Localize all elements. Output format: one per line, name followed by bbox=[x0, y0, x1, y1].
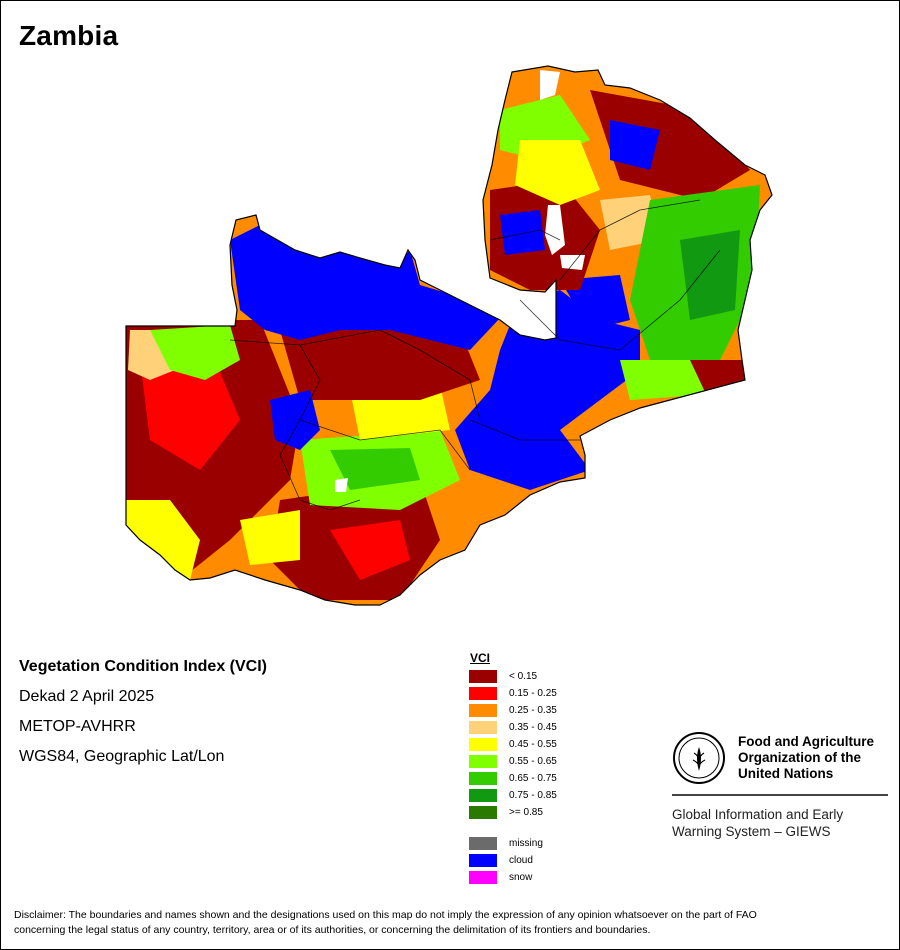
legend-item: 0.55 - 0.65 bbox=[469, 753, 557, 770]
legend-swatch bbox=[469, 854, 497, 867]
fao-divider bbox=[672, 794, 888, 796]
legend-item: 0.15 - 0.25 bbox=[469, 685, 557, 702]
legend-label: 0.15 - 0.25 bbox=[509, 688, 557, 699]
legend-swatch bbox=[469, 871, 497, 884]
giews-name: Global Information and Early Warning Sys… bbox=[672, 807, 844, 839]
legend-swatch bbox=[469, 687, 497, 700]
legend-swatch bbox=[469, 738, 497, 751]
legend: VCI < 0.15 0.15 - 0.25 0.25 - 0.35 0.35 - 0… bbox=[469, 651, 557, 886]
province-boundaries bbox=[229, 199, 721, 511]
fao-emblem-icon bbox=[673, 732, 725, 784]
legend-swatch bbox=[469, 772, 497, 785]
legend-label: 0.75 - 0.85 bbox=[509, 790, 557, 801]
legend-label: 0.35 - 0.45 bbox=[509, 722, 557, 733]
legend-item: 0.45 - 0.55 bbox=[469, 736, 557, 753]
legend-title: VCI bbox=[470, 651, 491, 665]
legend-classes: < 0.15 0.15 - 0.25 0.25 - 0.35 0.35 - 0.45 0… bbox=[469, 668, 557, 821]
legend-item: snow bbox=[469, 869, 557, 886]
legend-swatch bbox=[469, 789, 497, 802]
legend-label: < 0.15 bbox=[509, 671, 538, 682]
legend-item: 0.35 - 0.45 bbox=[469, 719, 557, 736]
legend-label: cloud bbox=[509, 855, 533, 866]
legend-swatch bbox=[469, 704, 497, 717]
period-label: Dekad 2 April 2025 bbox=[19, 688, 155, 705]
legend-special: missing cloud snow bbox=[469, 835, 557, 886]
legend-swatch bbox=[469, 806, 497, 819]
legend-swatch bbox=[469, 755, 497, 768]
vci-map bbox=[125, 65, 773, 606]
legend-label: >= 0.85 bbox=[509, 807, 543, 818]
legend-item: < 0.15 bbox=[469, 668, 557, 685]
legend-label: 0.45 - 0.55 bbox=[509, 739, 557, 750]
product-name: Vegetation Condition Index (VCI) bbox=[19, 658, 267, 675]
fao-branding: Food and Agriculture Organization of the… bbox=[672, 731, 888, 840]
legend-item: >= 0.85 bbox=[469, 804, 557, 821]
legend-swatch bbox=[469, 837, 497, 850]
legend-item: 0.65 - 0.75 bbox=[469, 770, 557, 787]
sensor-label: METOP-AVHRR bbox=[19, 718, 136, 735]
legend-label: missing bbox=[509, 838, 543, 849]
legend-label: snow bbox=[509, 872, 533, 883]
disclaimer: Disclaimer: The boundaries and names sho… bbox=[14, 909, 757, 936]
legend-swatch bbox=[469, 721, 497, 734]
legend-item: 0.25 - 0.35 bbox=[469, 702, 557, 719]
legend-label: 0.65 - 0.75 bbox=[509, 773, 557, 784]
map-title: Zambia bbox=[19, 20, 119, 51]
legend-swatch bbox=[469, 670, 497, 683]
vci-raster bbox=[126, 66, 772, 605]
legend-item: cloud bbox=[469, 852, 557, 869]
legend-item: missing bbox=[469, 835, 557, 852]
map-info: Vegetation Condition Index (VCI) Dekad 2… bbox=[19, 656, 267, 776]
legend-item: 0.75 - 0.85 bbox=[469, 787, 557, 804]
projection-label: WGS84, Geographic Lat/Lon bbox=[19, 748, 225, 765]
legend-label: 0.55 - 0.65 bbox=[509, 756, 557, 767]
legend-label: 0.25 - 0.35 bbox=[509, 705, 557, 716]
fao-org-name: Food and Agriculture Organization of the… bbox=[738, 734, 874, 781]
